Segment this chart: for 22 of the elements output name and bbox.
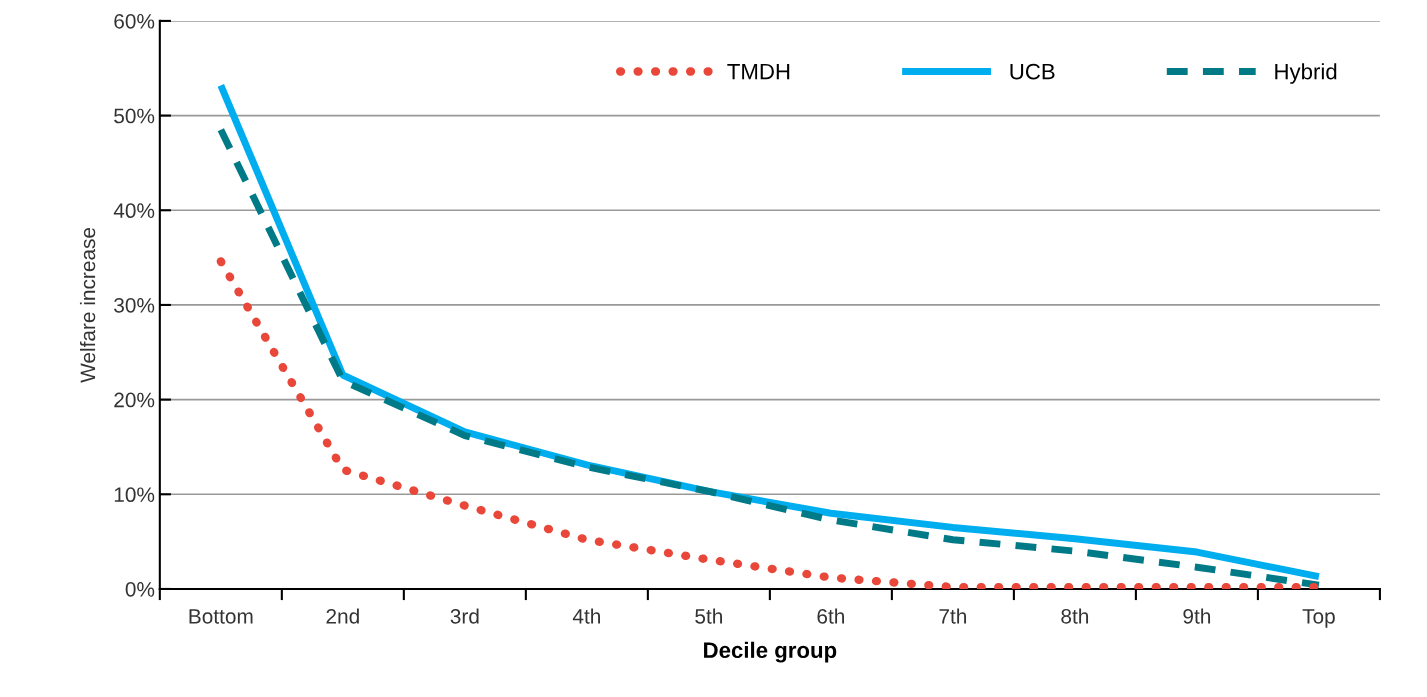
- x-tick-label: 7th: [939, 608, 967, 624]
- x-tick-label: 9th: [1183, 608, 1211, 624]
- y-tick-label: 20%: [114, 392, 155, 408]
- y-axis-title: Welfare increase: [79, 227, 96, 383]
- y-tick-label: 60%: [114, 13, 155, 29]
- x-tick-label: Top: [1302, 609, 1335, 628]
- legend-label: UCB: [1010, 63, 1055, 80]
- x-axis-title: Decile group: [704, 641, 837, 663]
- y-tick-label: 30%: [114, 297, 155, 313]
- y-tick-label: 10%: [114, 487, 155, 503]
- y-tick-label: 50%: [114, 108, 155, 124]
- y-tick-label: 0%: [125, 581, 155, 597]
- x-tick-label: Bottom: [189, 609, 253, 624]
- x-tick-label: 6th: [817, 608, 844, 624]
- legend-label: Hybrid: [1275, 63, 1337, 84]
- legend-label: TMDH: [727, 63, 790, 80]
- x-tick-label: 5th: [695, 608, 722, 624]
- x-tick-label: 4th: [572, 608, 600, 624]
- x-tick-label: 3rd: [450, 608, 479, 624]
- x-tick-label: 2nd: [326, 608, 359, 624]
- x-tick-label: 8th: [1061, 608, 1089, 624]
- y-tick-label: 40%: [113, 203, 155, 219]
